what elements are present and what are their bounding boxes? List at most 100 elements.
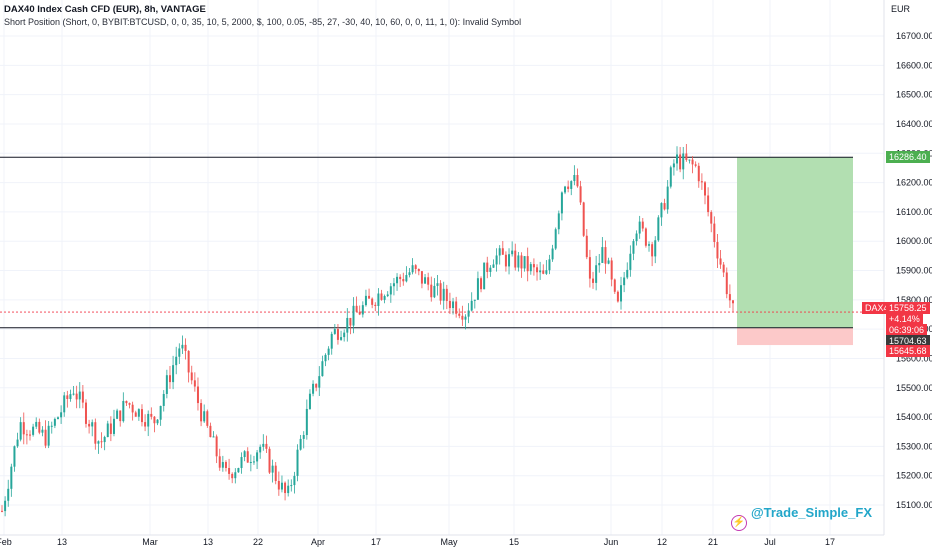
candle-body (663, 203, 666, 210)
x-tick-label: Apr (311, 537, 325, 547)
candle-body (548, 259, 551, 271)
candle-body (41, 429, 44, 433)
candle-body (249, 461, 252, 463)
loss-zone (737, 327, 853, 346)
candle-body (172, 365, 175, 383)
candle-body (392, 283, 395, 287)
candle-body (125, 400, 128, 404)
candle-body (551, 248, 554, 260)
candle-body (16, 439, 19, 447)
candle-body (150, 413, 153, 417)
candle-body (53, 418, 56, 426)
candle-body (458, 313, 461, 316)
candle-body (206, 411, 209, 426)
candle-body (399, 276, 402, 280)
candle-body (97, 441, 100, 444)
y-tick-label: 15500.00 (896, 383, 932, 393)
candle-body (598, 262, 601, 266)
candle-body (112, 418, 115, 434)
candle-body (464, 316, 467, 320)
candle-body (691, 159, 694, 165)
candle-body (455, 301, 458, 314)
candle-body (38, 421, 41, 433)
candle-body (573, 175, 576, 182)
candle-body (190, 372, 193, 381)
candle-body (532, 264, 535, 268)
candle-body (579, 186, 582, 203)
profit-zone (737, 157, 853, 328)
candle-body (361, 305, 364, 315)
candle-body (704, 182, 707, 196)
candle-body (626, 269, 629, 278)
candle-body (722, 264, 725, 273)
candle-body (256, 452, 259, 462)
candle-body (676, 154, 679, 164)
candle-body (116, 410, 119, 419)
candle-body (305, 408, 308, 436)
candle-body (411, 265, 414, 273)
candle-body (346, 317, 349, 333)
candle-body (672, 163, 675, 168)
y-tick-label: 16200.00 (896, 178, 932, 188)
candle-body (601, 247, 604, 263)
candle-body (414, 265, 417, 270)
candle-body (364, 295, 367, 306)
y-tick-label: 16400.00 (896, 119, 932, 129)
candle-body (420, 271, 423, 284)
candle-body (651, 244, 654, 257)
candle-body (470, 300, 473, 311)
x-tick-label: Jun (604, 537, 619, 547)
candle-body (25, 434, 28, 436)
y-tick-label: 16600.00 (896, 60, 932, 70)
candle-body (685, 153, 688, 160)
chart-title: DAX40 Index Cash CFD (EUR), 8h, VANTAGE (4, 4, 206, 15)
candle-body (1, 510, 3, 512)
candle-body (324, 354, 327, 362)
candle-body (215, 436, 218, 457)
candle-body (570, 181, 573, 189)
candle-body (296, 449, 299, 476)
x-tick-label: 17 (825, 537, 835, 547)
candle-body (666, 186, 669, 210)
candle-body (72, 393, 75, 395)
candle-body (679, 154, 682, 170)
x-tick-label: Feb (0, 537, 12, 547)
candle-body (368, 295, 371, 299)
candle-body (732, 300, 734, 304)
candle-body (707, 195, 710, 213)
candle-body (274, 465, 277, 481)
candle-body (648, 244, 651, 246)
candle-body (452, 301, 455, 309)
candle-body (128, 403, 131, 405)
candle-body (554, 229, 557, 249)
candle-body (321, 361, 324, 377)
candle-body (63, 395, 66, 413)
candle-body (539, 270, 542, 273)
candle-body (445, 288, 448, 301)
stop-price-tag: 15645.68 (886, 345, 930, 358)
candle-body (137, 409, 140, 417)
candle-body (193, 380, 196, 387)
candle-body (60, 412, 63, 418)
candle-body (439, 283, 442, 301)
watermark: @Trade_Simple_FX (750, 505, 872, 520)
candle-body (529, 264, 532, 272)
candle-body (610, 260, 613, 280)
candle-body (349, 317, 352, 326)
candle-body (237, 468, 240, 473)
x-tick-label: 15 (509, 537, 519, 547)
lightning-icon[interactable]: ⚡ (731, 515, 747, 531)
candle-body (408, 272, 411, 276)
candle-body (318, 376, 321, 388)
candle-body (417, 269, 420, 272)
candle-body (240, 457, 243, 469)
candle-body (134, 412, 137, 417)
candle-body (669, 167, 672, 187)
candle-body (234, 472, 237, 479)
candle-body (84, 402, 87, 424)
candle-body (168, 375, 171, 383)
indicator-legend[interactable]: Short Position (Short, 0, BYBIT:BTCUSD, … (4, 17, 522, 27)
candle-body (94, 422, 97, 444)
currency-label[interactable]: EUR (890, 4, 910, 14)
